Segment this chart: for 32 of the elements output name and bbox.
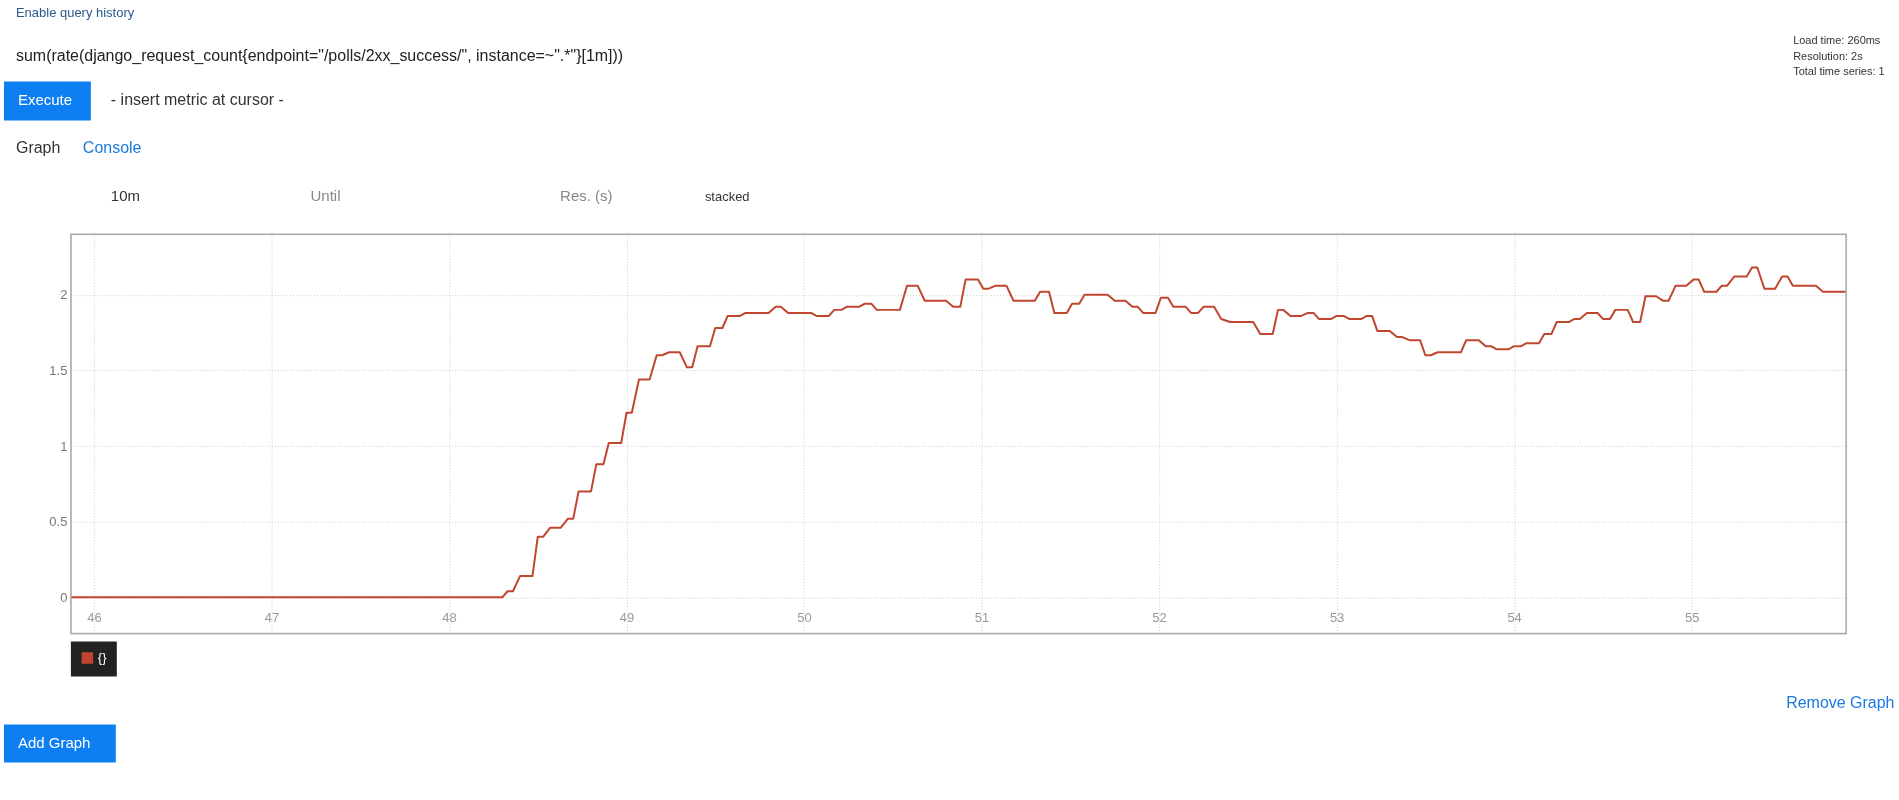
- text: Execute: [17, 91, 73, 109]
- y-tick-label: 0: [60, 589, 68, 605]
- text: 10m: [110, 187, 140, 205]
- legend-label: {}: [97, 650, 108, 666]
- x-tick-label: 48: [442, 610, 457, 626]
- y-tick-label: 0.5: [49, 514, 68, 530]
- y-tick-label: 1: [60, 438, 68, 454]
- x-tick-label: 47: [264, 610, 280, 626]
- x-tick-label: 53: [1329, 610, 1345, 626]
- y-tick-label: 1.5: [49, 362, 68, 378]
- text: Graph: [15, 139, 61, 157]
- x-tick-label: 54: [1507, 610, 1522, 626]
- x-tick-label: 51: [974, 610, 990, 626]
- text: Resolution: 2s: [1793, 49, 1864, 62]
- text: Enable query history: [15, 4, 135, 20]
- x-tick-label: 50: [797, 610, 812, 626]
- x-tick-label: 46: [87, 610, 102, 626]
- text: Console: [82, 139, 142, 157]
- text: stacked: [704, 189, 750, 205]
- text: Total time series: 1: [1793, 65, 1885, 78]
- x-tick-label: 49: [619, 610, 635, 626]
- text: Load time: 260ms: [1793, 33, 1881, 46]
- text: Add Graph: [17, 734, 91, 752]
- y-tick-label: 2: [60, 287, 68, 303]
- x-tick-label: 52: [1152, 610, 1167, 626]
- x-tick-label: 55: [1684, 610, 1700, 626]
- chart-title: sum(rate(django_request_count{endpoint="/polls/2xx_success/", instance=~".*"}[1m])): [15, 46, 624, 65]
- text: Until: [310, 187, 341, 205]
- text: - insert metric at cursor -: [110, 91, 284, 109]
- text: Remove Graph: [1786, 694, 1895, 712]
- line-series: [70, 266, 1847, 599]
- text: Res. (s): [560, 187, 613, 205]
